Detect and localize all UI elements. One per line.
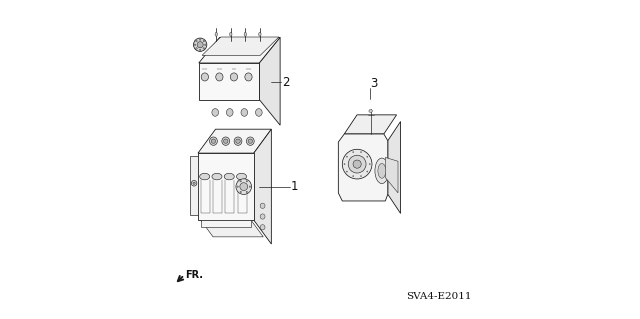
Ellipse shape [224, 173, 234, 180]
Ellipse shape [360, 152, 362, 153]
Ellipse shape [344, 164, 345, 165]
Polygon shape [388, 122, 401, 213]
Ellipse shape [193, 182, 195, 184]
Ellipse shape [369, 110, 372, 113]
Ellipse shape [195, 44, 196, 46]
Polygon shape [201, 220, 263, 237]
Text: 3: 3 [371, 77, 378, 90]
Ellipse shape [245, 73, 252, 81]
Ellipse shape [255, 108, 262, 116]
Ellipse shape [260, 214, 265, 219]
Ellipse shape [342, 149, 372, 179]
Ellipse shape [369, 164, 371, 165]
Polygon shape [198, 129, 271, 153]
Text: 1: 1 [291, 180, 298, 193]
Polygon shape [259, 38, 280, 125]
Ellipse shape [203, 48, 205, 49]
Ellipse shape [246, 191, 248, 193]
Ellipse shape [346, 171, 348, 172]
Ellipse shape [212, 108, 218, 116]
Ellipse shape [241, 108, 248, 116]
Ellipse shape [191, 181, 197, 186]
Ellipse shape [200, 173, 210, 180]
Polygon shape [199, 38, 280, 63]
Ellipse shape [240, 191, 241, 193]
Polygon shape [254, 129, 271, 244]
Ellipse shape [353, 160, 361, 168]
Ellipse shape [375, 158, 388, 183]
Ellipse shape [348, 155, 366, 173]
Ellipse shape [196, 40, 197, 42]
Ellipse shape [236, 139, 240, 143]
Ellipse shape [367, 171, 368, 172]
Polygon shape [344, 115, 397, 134]
Polygon shape [201, 220, 251, 227]
Ellipse shape [237, 173, 246, 180]
Ellipse shape [203, 40, 205, 42]
Ellipse shape [378, 163, 386, 178]
Ellipse shape [259, 32, 261, 36]
Ellipse shape [236, 179, 252, 195]
Ellipse shape [249, 186, 251, 187]
Polygon shape [385, 158, 398, 193]
Ellipse shape [200, 49, 201, 51]
Ellipse shape [223, 139, 228, 143]
Ellipse shape [222, 137, 230, 145]
Ellipse shape [193, 38, 207, 51]
Ellipse shape [260, 203, 265, 208]
Ellipse shape [240, 183, 248, 190]
Text: 2: 2 [282, 76, 290, 89]
Ellipse shape [227, 108, 233, 116]
Ellipse shape [234, 137, 242, 145]
Ellipse shape [246, 181, 248, 182]
Ellipse shape [196, 48, 197, 49]
Ellipse shape [201, 73, 209, 81]
Ellipse shape [240, 181, 241, 182]
Ellipse shape [246, 137, 254, 145]
Ellipse shape [230, 32, 232, 36]
Ellipse shape [360, 175, 362, 177]
Ellipse shape [248, 139, 253, 143]
Polygon shape [202, 37, 279, 56]
Ellipse shape [260, 225, 265, 230]
Ellipse shape [211, 139, 216, 143]
Ellipse shape [216, 73, 223, 81]
Polygon shape [199, 63, 259, 100]
Ellipse shape [200, 39, 201, 40]
Ellipse shape [244, 32, 246, 36]
Ellipse shape [215, 32, 218, 36]
Ellipse shape [209, 137, 218, 145]
Ellipse shape [230, 73, 237, 81]
Ellipse shape [205, 44, 206, 46]
Ellipse shape [353, 175, 354, 177]
Text: FR.: FR. [186, 270, 204, 280]
Ellipse shape [212, 173, 222, 180]
Polygon shape [339, 134, 388, 201]
Ellipse shape [346, 156, 348, 157]
Ellipse shape [353, 152, 354, 153]
Polygon shape [190, 156, 198, 215]
Text: SVA4-E2011: SVA4-E2011 [406, 293, 472, 301]
Ellipse shape [197, 42, 203, 48]
Polygon shape [198, 153, 254, 220]
Ellipse shape [237, 186, 238, 187]
Ellipse shape [367, 156, 368, 157]
